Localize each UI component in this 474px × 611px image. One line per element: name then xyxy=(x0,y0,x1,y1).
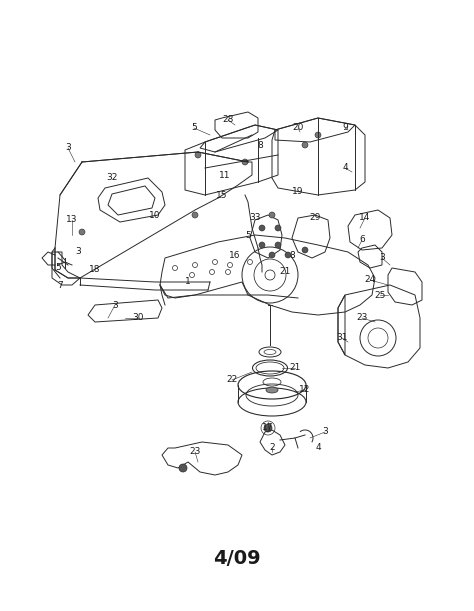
Text: 30: 30 xyxy=(132,313,144,323)
Text: 21: 21 xyxy=(279,268,291,277)
Text: 11: 11 xyxy=(219,170,231,180)
Circle shape xyxy=(275,242,281,248)
Text: 20: 20 xyxy=(292,123,304,133)
Circle shape xyxy=(269,252,275,258)
Circle shape xyxy=(242,159,248,165)
Text: 29: 29 xyxy=(310,213,321,222)
Text: 19: 19 xyxy=(292,188,304,197)
Circle shape xyxy=(195,152,201,158)
Circle shape xyxy=(275,225,281,231)
Circle shape xyxy=(179,464,187,472)
Circle shape xyxy=(79,229,85,235)
Text: 4: 4 xyxy=(315,444,321,453)
Text: 3: 3 xyxy=(75,247,81,257)
Text: 28: 28 xyxy=(222,115,234,125)
Text: 5: 5 xyxy=(245,230,251,240)
Text: 23: 23 xyxy=(356,313,368,323)
Text: 24: 24 xyxy=(365,276,375,285)
Ellipse shape xyxy=(266,387,278,393)
Text: 3: 3 xyxy=(65,144,71,153)
Text: 22: 22 xyxy=(227,376,237,384)
Circle shape xyxy=(315,132,321,138)
Text: 4: 4 xyxy=(342,164,348,172)
Circle shape xyxy=(302,247,308,253)
Text: 9: 9 xyxy=(342,123,348,133)
Text: 17: 17 xyxy=(262,423,274,433)
Text: 21: 21 xyxy=(289,364,301,373)
Text: 7: 7 xyxy=(57,282,63,290)
Text: 15: 15 xyxy=(216,191,228,200)
Text: 5: 5 xyxy=(55,263,61,273)
Text: 8: 8 xyxy=(289,251,295,260)
Text: 3: 3 xyxy=(379,254,385,263)
Text: 8: 8 xyxy=(257,141,263,150)
Text: 2: 2 xyxy=(269,444,275,453)
Circle shape xyxy=(285,252,291,258)
Text: 33: 33 xyxy=(249,213,261,222)
Text: 14: 14 xyxy=(359,213,371,222)
Text: 23: 23 xyxy=(189,447,201,456)
Text: 32: 32 xyxy=(106,174,118,183)
Circle shape xyxy=(259,242,265,248)
Text: 6: 6 xyxy=(359,235,365,244)
Text: 25: 25 xyxy=(374,290,386,299)
Text: 3: 3 xyxy=(112,301,118,310)
Text: 1: 1 xyxy=(185,277,191,287)
Text: 31: 31 xyxy=(336,334,348,343)
Circle shape xyxy=(269,212,275,218)
Text: 5: 5 xyxy=(191,123,197,133)
Text: 10: 10 xyxy=(149,211,161,219)
Text: 3: 3 xyxy=(322,428,328,436)
Text: 18: 18 xyxy=(89,266,101,274)
Text: 4/09: 4/09 xyxy=(213,549,261,568)
Circle shape xyxy=(302,142,308,148)
Circle shape xyxy=(192,212,198,218)
Text: 13: 13 xyxy=(66,216,78,224)
Circle shape xyxy=(259,225,265,231)
Text: 16: 16 xyxy=(229,251,241,260)
Circle shape xyxy=(264,424,272,432)
Text: 12: 12 xyxy=(299,386,310,395)
